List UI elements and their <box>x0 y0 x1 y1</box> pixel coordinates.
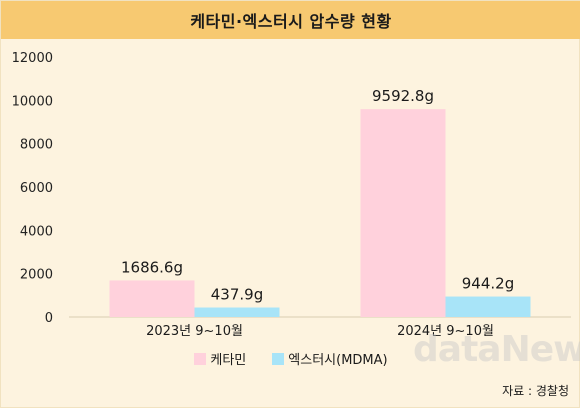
legend-item-ketamine: 케타민 <box>194 349 246 368</box>
data-label-ketamine-1: 9592.8g <box>372 87 434 105</box>
chart-title: 케타민·엑스터시 압수량 현황 <box>190 12 392 31</box>
y-tick-label-1: 2000 <box>20 268 53 283</box>
title-bar: 케타민·엑스터시 압수량 현황 <box>1 1 580 39</box>
legend-swatch-ketamine <box>194 352 207 365</box>
x-category-label-1: 2024년 9~10월 <box>397 324 494 339</box>
bar-ketamine-0 <box>109 280 195 317</box>
y-tick-label-4: 8000 <box>20 138 53 153</box>
y-tick-label-3: 6000 <box>20 181 53 196</box>
legend: 케타민 엑스터시(MDMA) <box>1 349 580 368</box>
data-label-mdma-1: 944.2g <box>462 275 514 293</box>
bar-mdma-1 <box>445 296 531 317</box>
data-label-mdma-0: 437.9g <box>211 286 263 304</box>
legend-label-ketamine: 케타민 <box>210 353 247 368</box>
data-label-ketamine-0: 1686.6g <box>121 258 183 276</box>
bar-ketamine-1 <box>360 109 446 317</box>
bar-mdma-0 <box>194 307 280 317</box>
x-category-label-0: 2023년 9~10월 <box>146 324 243 339</box>
y-tick-label-6: 12000 <box>12 51 53 66</box>
watermark-logo: dataNews <box>413 329 580 370</box>
legend-swatch-mdma <box>272 352 285 365</box>
y-tick-label-5: 10000 <box>12 94 53 109</box>
legend-label-mdma: 엑스터시(MDMA) <box>288 353 388 368</box>
legend-item-mdma: 엑스터시(MDMA) <box>272 349 388 368</box>
y-tick-label-2: 4000 <box>20 224 53 239</box>
y-tick-label-0: 0 <box>45 311 53 326</box>
source-note: 자료 : 경찰청 <box>502 384 569 398</box>
